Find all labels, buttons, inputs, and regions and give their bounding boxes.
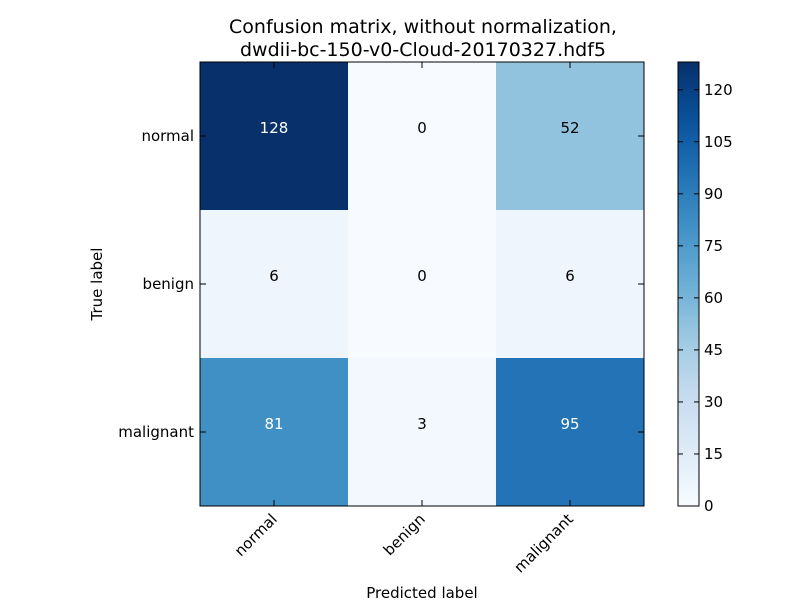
x-axis-label: Predicted label — [366, 584, 477, 600]
matrix-cell — [348, 62, 497, 211]
x-tick-label: benign — [380, 510, 429, 559]
cell-value-label: 3 — [417, 415, 427, 433]
y-tick-label: normal — [141, 127, 194, 145]
matrix-cell — [200, 358, 349, 507]
matrix-cell — [496, 210, 645, 359]
cell-value-label: 6 — [565, 267, 575, 285]
matrix-value-labels: 128 0 52 6 0 6 81 3 95 — [260, 119, 580, 433]
matrix-cells — [200, 62, 645, 507]
colorbar-tick-label: 60 — [704, 289, 723, 307]
colorbar-tick-label: 30 — [704, 393, 723, 411]
x-tick-label: malignant — [511, 510, 577, 576]
y-axis-label: True label — [88, 248, 106, 322]
colorbar — [677, 61, 700, 507]
colorbar-tick-label: 90 — [704, 185, 723, 203]
cell-value-label: 0 — [417, 119, 427, 137]
matrix-cell — [348, 210, 497, 359]
cell-value-label: 128 — [260, 119, 289, 137]
y-tick-label: benign — [143, 275, 194, 293]
colorbar-tick-label: 0 — [704, 497, 714, 515]
matrix-cell — [200, 210, 349, 359]
colorbar-tick-label: 75 — [704, 237, 723, 255]
matrix-cell — [496, 62, 645, 211]
colorbar-ticks: 0 15 30 45 60 75 90 105 120 — [678, 81, 733, 515]
colorbar-tick-label: 120 — [704, 81, 733, 99]
y-tick-label: malignant — [118, 423, 194, 441]
cell-value-label: 52 — [560, 119, 579, 137]
cell-value-label: 95 — [560, 415, 579, 433]
matrix-cell — [496, 358, 645, 507]
x-tick-label: normal — [231, 510, 281, 560]
y-axis-ticks: normal benign malignant — [118, 127, 644, 441]
colorbar-tick-label: 45 — [704, 341, 723, 359]
cell-value-label: 0 — [417, 267, 427, 285]
cell-value-label: 6 — [269, 267, 279, 285]
colorbar-tick-label: 15 — [704, 445, 723, 463]
matrix-cell — [348, 358, 497, 507]
colorbar-tick-label: 105 — [704, 133, 733, 151]
cell-value-label: 81 — [264, 415, 283, 433]
matrix-cell — [200, 62, 349, 211]
chart-title-line-2: dwdii-bc-150-v0-Cloud-20170327.hdf5 — [240, 39, 606, 61]
chart-title-line-1: Confusion matrix, without normalization, — [229, 16, 617, 38]
